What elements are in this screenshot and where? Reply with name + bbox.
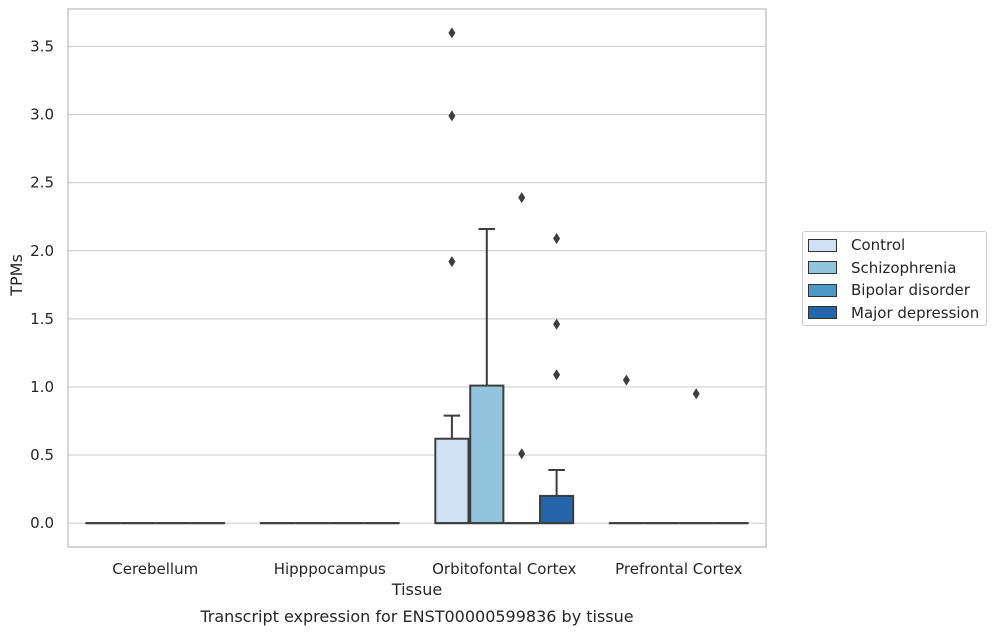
y-tick-label: 0.0 [30,514,54,532]
outlier-point [553,369,560,380]
y-tick-label: 3.5 [30,37,54,55]
chart-title: Transcript expression for ENST0000059983… [199,607,633,626]
legend-item: Control [808,235,905,255]
y-tick-label: 1.5 [30,310,54,328]
legend-swatch [808,261,837,274]
outlier-point [448,27,455,38]
legend-swatch [808,306,837,319]
outlier-point [448,256,455,267]
legend-item: Schizophrenia [808,258,956,278]
y-tick-label: 2.5 [30,174,54,192]
outlier-point [553,319,560,330]
y-tick-label: 2.0 [30,242,54,260]
outlier-point [448,110,455,121]
x-axis-label: Tissue [391,580,442,599]
box [470,386,503,524]
plot-frame [68,9,766,547]
outlier-point [553,233,560,244]
y-tick-label: 1.0 [30,378,54,396]
legend-swatch [808,239,837,252]
legend-item: Bipolar disorder [808,280,970,300]
outlier-point [693,388,700,399]
legend-label: Bipolar disorder [851,281,970,299]
y-axis-label: TPMs [7,254,26,297]
legend-swatch [808,284,837,297]
y-tick-label: 0.5 [30,446,54,464]
legend-label: Major depression [851,304,979,322]
box [540,496,573,523]
y-tick-label: 3.0 [30,106,54,124]
x-tick-label: Hipppocampus [274,560,386,578]
outlier-point [518,192,525,203]
legend-item: Major depression [808,303,979,323]
outlier-point [623,375,630,386]
legend-label: Control [851,236,905,254]
box [435,439,468,523]
x-tick-label: Cerebellum [112,560,198,578]
x-tick-label: Orbitofontal Cortex [432,560,576,578]
legend-label: Schizophrenia [851,259,956,277]
legend: Control Schizophrenia Bipolar disorder Majo… [802,231,987,326]
outlier-point [518,448,525,459]
x-tick-label: Prefrontal Cortex [615,560,742,578]
